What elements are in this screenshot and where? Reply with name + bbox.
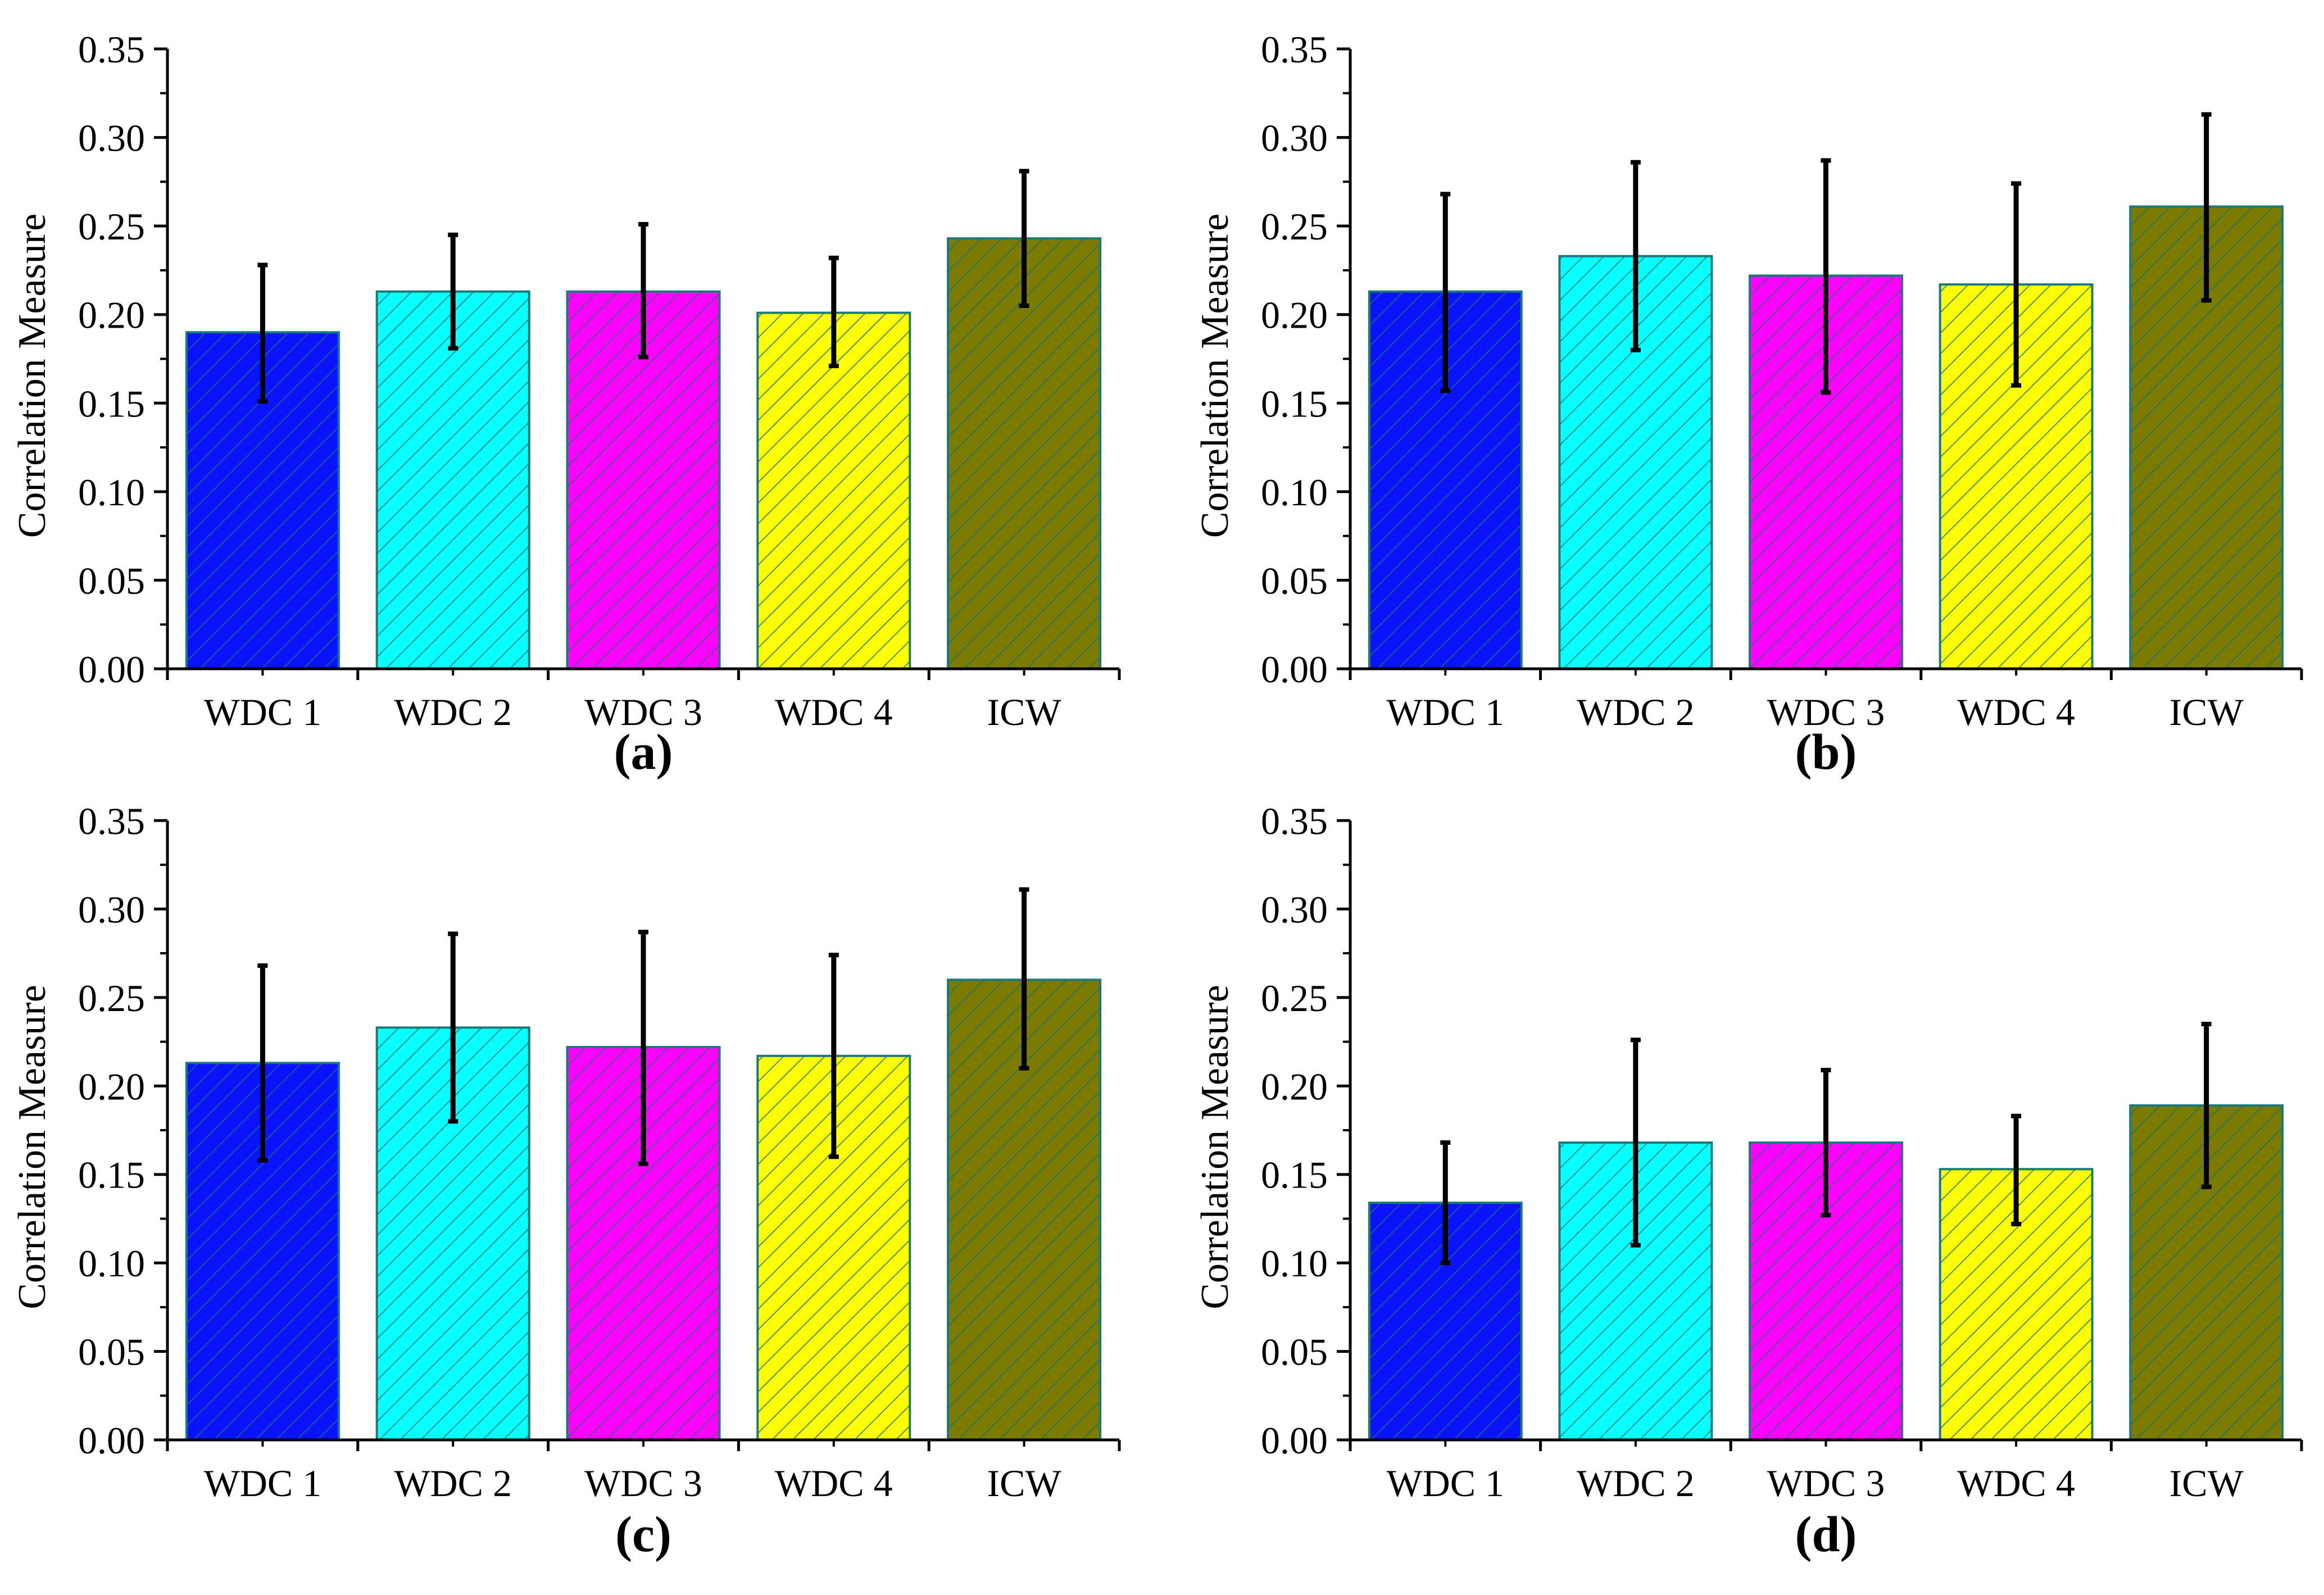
x-tick-label: WDC 3 <box>1767 691 1885 733</box>
y-tick-label: 0.20 <box>78 1065 145 1108</box>
bar-hatch <box>948 238 1101 669</box>
x-tick-label: WDC 1 <box>204 691 322 733</box>
x-tick-label: WDC 4 <box>775 1462 893 1505</box>
y-tick-label: 0.05 <box>1261 559 1328 602</box>
y-tick-label: 0.30 <box>1261 117 1328 160</box>
y-tick-label: 0.15 <box>78 382 145 425</box>
y-tick-label: 0.20 <box>1261 294 1328 337</box>
y-tick-label: 0.35 <box>1261 28 1328 71</box>
y-tick-label: 0.15 <box>1261 1154 1328 1197</box>
y-tick-label: 0.35 <box>78 28 145 71</box>
y-tick-label: 0.05 <box>78 1331 145 1374</box>
x-tick-label: WDC 2 <box>394 691 512 733</box>
x-tick-label: WDC 3 <box>584 691 702 733</box>
x-tick-label: ICW <box>2169 691 2244 733</box>
y-tick-label: 0.30 <box>78 117 145 160</box>
y-axis-label: Correlation Measure <box>11 214 54 538</box>
x-tick-label: WDC 1 <box>1386 691 1504 733</box>
x-tick-label: ICW <box>2169 1462 2244 1505</box>
x-tick-label: ICW <box>987 691 1062 733</box>
x-tick-label: WDC 2 <box>1577 691 1695 733</box>
y-tick-label: 0.35 <box>1261 800 1328 842</box>
y-tick-label: 0.00 <box>78 648 145 691</box>
y-tick-label: 0.20 <box>1261 1065 1328 1108</box>
y-axis-label: Correlation Measure <box>1193 985 1237 1309</box>
y-tick-label: 0.15 <box>78 1154 145 1197</box>
y-tick-label: 0.10 <box>1261 1242 1328 1285</box>
y-tick-label: 0.10 <box>1261 471 1328 514</box>
panel-label: (b) <box>1795 724 1857 780</box>
x-tick-label: WDC 2 <box>394 1462 512 1505</box>
y-tick-label: 0.00 <box>78 1419 145 1462</box>
y-tick-label: 0.10 <box>78 471 145 514</box>
chart-panel-d: 0.00 0.05 0.10 0.15 0.20 0.25 0.30 0.35 WDC 1 WDC… <box>1193 800 2303 1562</box>
y-tick-label: 0.05 <box>1261 1331 1328 1374</box>
x-tick-label: ICW <box>987 1462 1062 1505</box>
y-tick-label: 0.10 <box>78 1242 145 1285</box>
y-tick-label: 0.25 <box>1261 977 1328 1019</box>
y-tick-label: 0.00 <box>1261 1419 1328 1462</box>
x-tick-label: WDC 1 <box>204 1462 322 1505</box>
x-tick-label: WDC 1 <box>1386 1462 1504 1505</box>
y-tick-label: 0.25 <box>78 205 145 248</box>
x-tick-label: WDC 4 <box>1957 1462 2075 1505</box>
panel-label: (a) <box>614 724 673 780</box>
bar-hatch <box>376 291 529 669</box>
y-tick-label: 0.15 <box>1261 382 1328 425</box>
panel-label: (d) <box>1795 1507 1857 1562</box>
panel-label: (c) <box>615 1507 671 1562</box>
y-axis-label: Correlation Measure <box>1193 214 1237 538</box>
x-tick-label: WDC 4 <box>1957 691 2075 733</box>
chart-panel-a: 0.00 0.05 0.10 0.15 0.20 0.25 0.30 0.35 WDC 1 WDC… <box>11 28 1121 780</box>
x-tick-label: WDC 3 <box>1767 1462 1885 1505</box>
y-tick-label: 0.30 <box>78 888 145 931</box>
y-tick-label: 0.25 <box>78 977 145 1019</box>
x-tick-label: WDC 4 <box>775 691 893 733</box>
x-tick-label: WDC 3 <box>584 1462 702 1505</box>
x-tick-label: WDC 2 <box>1577 1462 1695 1505</box>
y-tick-label: 0.25 <box>1261 205 1328 248</box>
chart-panel-b: 0.00 0.05 0.10 0.15 0.20 0.25 0.30 0.35 WDC 1 WDC… <box>1193 28 2303 780</box>
y-tick-label: 0.05 <box>78 559 145 602</box>
y-tick-label: 0.20 <box>78 294 145 337</box>
y-tick-label: 0.30 <box>1261 888 1328 931</box>
chart-panel-c: 0.00 0.05 0.10 0.15 0.20 0.25 0.30 0.35 WDC 1 WDC… <box>11 800 1121 1562</box>
bar-hatch <box>757 312 910 669</box>
y-tick-label: 0.35 <box>78 800 145 842</box>
y-axis-label: Correlation Measure <box>11 985 54 1309</box>
y-tick-label: 0.00 <box>1261 648 1328 691</box>
